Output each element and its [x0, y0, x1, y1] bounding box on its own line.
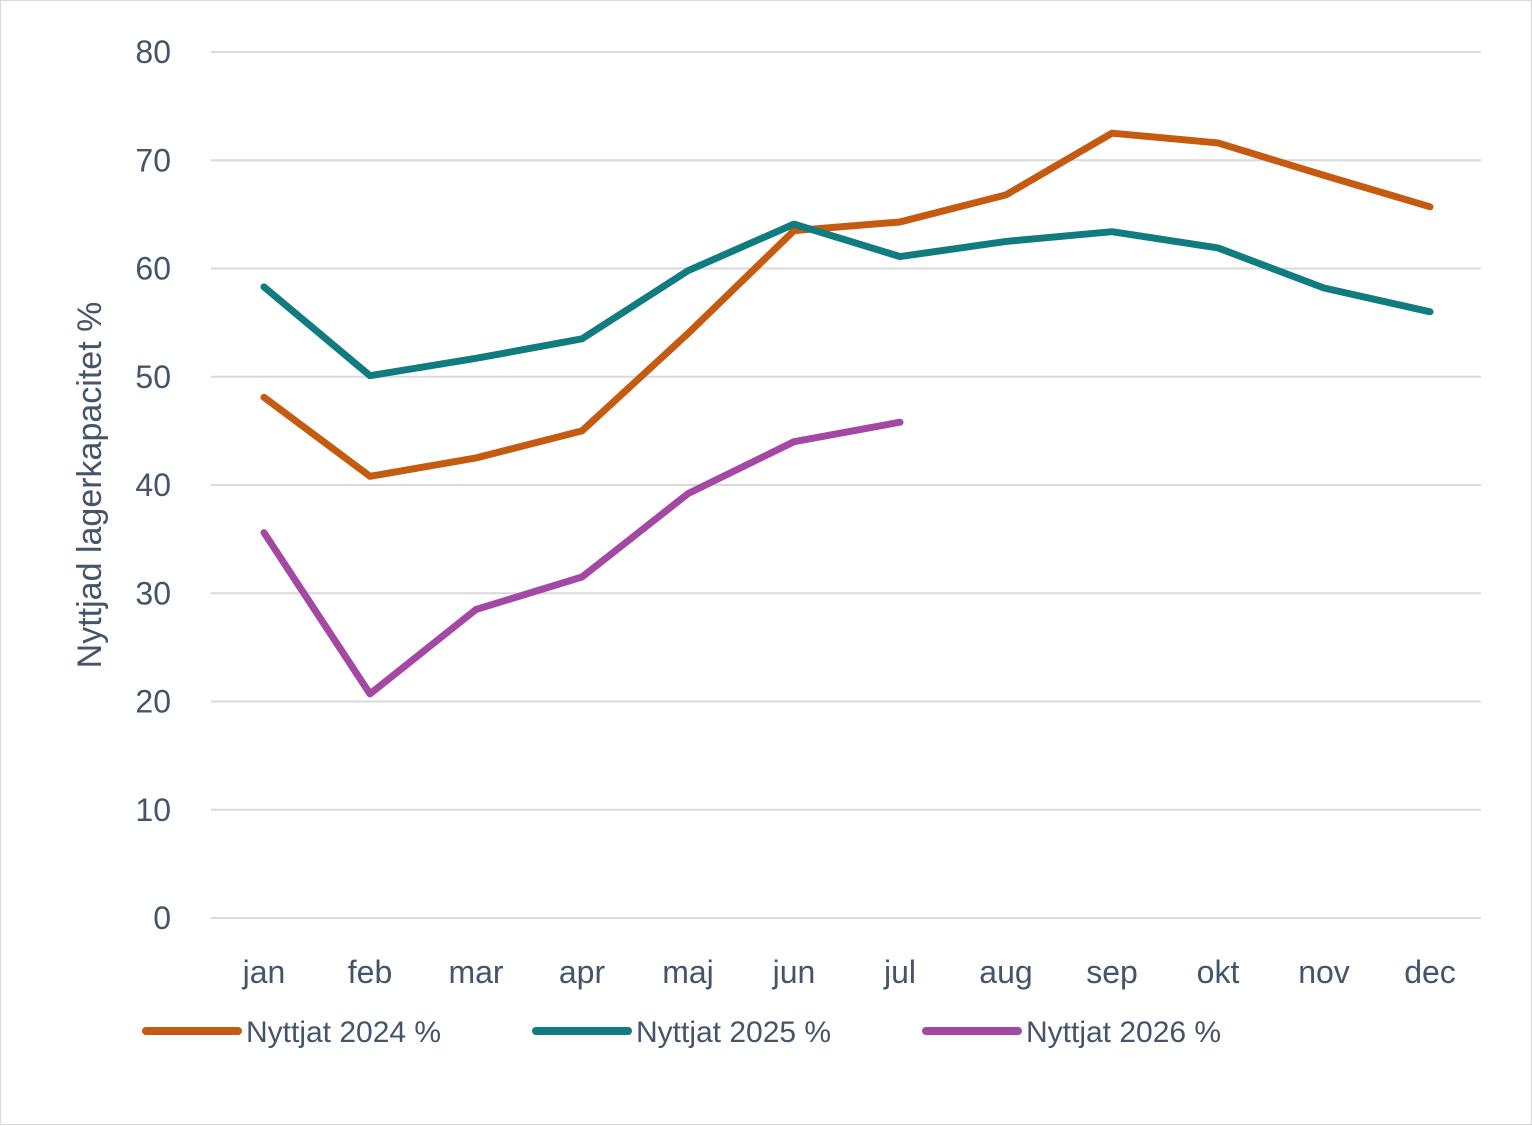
y-tick-label: 30 [135, 575, 171, 611]
x-tick-label: jan [242, 954, 286, 990]
x-tick-label: okt [1197, 954, 1240, 990]
legend-label-1: Nyttjat 2024 % [246, 1016, 441, 1049]
x-tick-label: mar [448, 954, 503, 990]
gridlines [211, 51, 1481, 919]
x-tick-label: nov [1298, 954, 1350, 990]
y-axis-ticks: 0 10 20 30 40 50 60 70 80 [135, 34, 171, 936]
x-tick-label: maj [662, 954, 714, 990]
y-tick-label: 40 [135, 467, 171, 503]
x-tick-label: feb [348, 954, 392, 990]
y-tick-label: 80 [135, 34, 171, 70]
legend: Nyttjat 2024 % Nyttjat 2025 % Nyttjat 2026… [142, 1016, 1221, 1049]
legend-label-3: Nyttjat 2026 % [1026, 1016, 1221, 1049]
x-axis-ticks: jan feb mar apr maj jun jul aug sep okt nov dec [242, 954, 1456, 990]
series-lines [260, 129, 1434, 698]
series-line-2 [260, 220, 1434, 380]
x-tick-label: jul [883, 954, 916, 990]
legend-label-2: Nyttjat 2025 % [636, 1016, 831, 1049]
x-tick-label: sep [1086, 954, 1138, 990]
series-line-1 [260, 129, 1434, 480]
y-tick-label: 10 [135, 792, 171, 828]
y-tick-label: 50 [135, 359, 171, 395]
x-tick-label: jun [772, 954, 816, 990]
y-axis-title: Nyttjad lagerkapacitet % [71, 302, 109, 669]
x-tick-label: apr [559, 954, 606, 990]
y-tick-label: 0 [153, 900, 171, 936]
x-tick-label: dec [1404, 954, 1456, 990]
y-tick-label: 70 [135, 142, 171, 178]
series-line-3 [260, 418, 904, 698]
x-tick-label: aug [979, 954, 1032, 990]
y-tick-label: 20 [135, 684, 171, 720]
y-tick-label: 60 [135, 251, 171, 287]
